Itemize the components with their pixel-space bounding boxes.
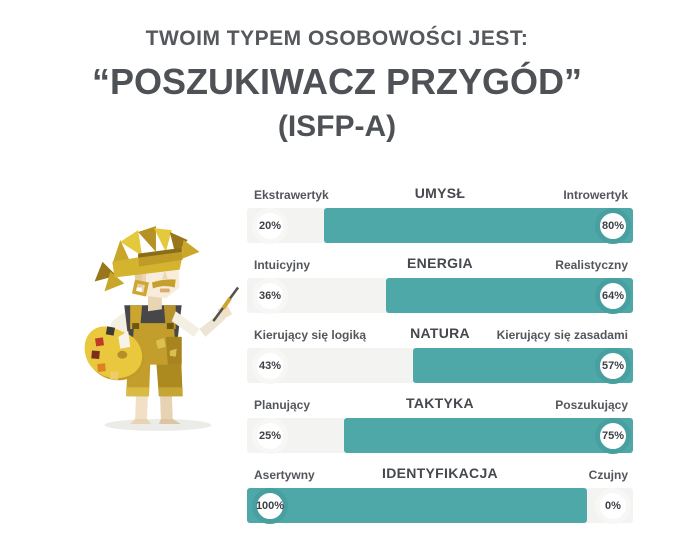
trait-left-percent: 25%	[258, 429, 282, 442]
trait-left-percent: 20%	[258, 219, 282, 232]
trait-left-percent: 100%	[255, 499, 285, 512]
trait-right-label: Czujny	[588, 468, 628, 482]
trait-row-taktyka: Planujący TAKTYKA Poszukujący 25% 75%	[247, 393, 633, 463]
trait-right-percent-badge: 75%	[595, 417, 631, 454]
trait-right-label: Kierujący się zasadami	[496, 328, 628, 342]
trait-right-percent: 0%	[605, 499, 621, 512]
trait-left-label: Ekstrawertyk	[254, 188, 329, 202]
trait-left-label: Planujący	[254, 398, 311, 412]
title-block: TWOIM TYPEM OSOBOWOŚCI JEST: “POSZUKIWAC…	[0, 0, 674, 144]
trait-right-label: Realistyczny	[555, 258, 628, 272]
trait-left-percent-badge: 43%	[252, 347, 288, 384]
trait-left-label: Kierujący się logiką	[254, 328, 367, 342]
trait-left-percent-badge: 25%	[252, 417, 288, 454]
trait-left-percent-badge: 20%	[252, 207, 288, 244]
trait-row-umysl: Ekstrawertyk UMYSŁ Introwertyk 20% 80%	[247, 183, 633, 253]
trait-bar: 100% 0%	[247, 487, 633, 524]
trait-left-label: Intuicyjny	[254, 258, 311, 272]
trait-bar: 36% 64%	[247, 277, 633, 314]
trait-right-percent: 57%	[601, 359, 625, 372]
trait-left-percent-badge: 36%	[252, 277, 288, 314]
trait-title: TAKTYKA	[406, 395, 474, 411]
trait-row-identyfikacja: Asertywny IDENTYFIKACJA Czujny 100% 0%	[247, 463, 633, 533]
result-pretitle: TWOIM TYPEM OSOBOWOŚCI JEST:	[145, 27, 529, 50]
traits-chart: Ekstrawertyk UMYSŁ Introwertyk 20% 80% I…	[247, 183, 633, 533]
trait-right-percent-badge: 0%	[595, 487, 631, 524]
trait-right-percent: 75%	[601, 429, 625, 442]
trait-bar: 43% 57%	[247, 347, 633, 384]
trait-right-percent-badge: 64%	[595, 277, 631, 314]
personality-type-code: (ISFP-A)	[277, 110, 397, 143]
character-shadow	[104, 419, 212, 431]
trait-right-percent-badge: 80%	[595, 207, 631, 244]
trait-title: ENERGIA	[407, 255, 473, 271]
trait-bar: 25% 75%	[247, 417, 633, 454]
trait-right-percent: 80%	[601, 219, 625, 232]
trait-left-label: Asertywny	[254, 468, 315, 482]
trait-left-percent: 36%	[258, 289, 282, 302]
trait-bar-fill	[324, 208, 633, 243]
trait-bar: 20% 80%	[247, 207, 633, 244]
trait-bar-fill	[343, 418, 633, 453]
adventurer-character-illustration	[84, 226, 240, 431]
trait-right-label: Introwertyk	[563, 188, 628, 202]
trait-row-natura: Kierujący się logiką NATURA Kierujący si…	[247, 323, 633, 393]
trait-row-energia: Intuicyjny ENERGIA Realistyczny 36% 64%	[247, 253, 633, 323]
personality-type-title: “POSZUKIWACZ PRZYGÓD”	[91, 61, 582, 102]
trait-right-percent: 64%	[601, 289, 625, 302]
trait-right-percent-badge: 57%	[595, 347, 631, 384]
trait-right-label: Poszukujący	[555, 398, 628, 412]
trait-title: UMYSŁ	[414, 185, 466, 201]
trait-bar-fill	[247, 488, 587, 523]
trait-title: NATURA	[410, 325, 470, 341]
trait-bar-fill	[385, 278, 633, 313]
trait-left-percent: 43%	[258, 359, 282, 372]
trait-left-percent-badge: 100%	[252, 487, 288, 524]
trait-title: IDENTYFIKACJA	[382, 465, 498, 481]
